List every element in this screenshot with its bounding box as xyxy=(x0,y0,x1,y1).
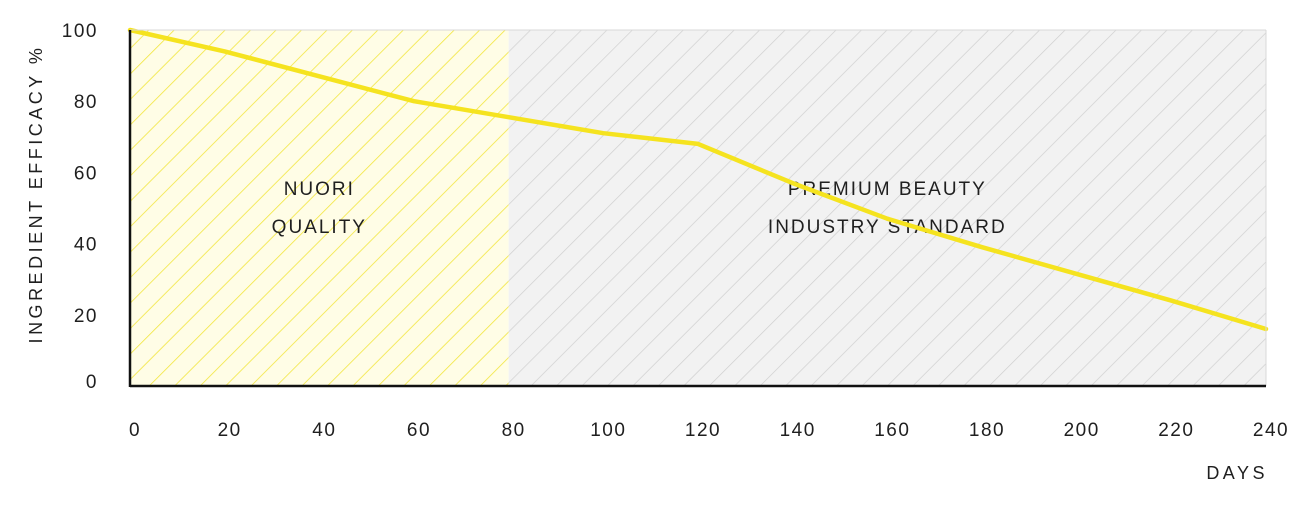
x-tick-label-0: 0 xyxy=(129,420,141,441)
y-tick-label-80: 80 xyxy=(74,92,98,113)
x-tick-label-160: 160 xyxy=(874,420,910,441)
region-label-0-line-0: NUORI xyxy=(284,179,355,200)
x-axis-title: DAYS xyxy=(1206,463,1268,483)
x-tick-label-220: 220 xyxy=(1158,420,1194,441)
x-tick-label-120: 120 xyxy=(685,420,721,441)
region-hatch-1 xyxy=(508,30,1267,386)
x-tick-label-180: 180 xyxy=(969,420,1005,441)
x-tick-label-40: 40 xyxy=(312,420,336,441)
y-tick-label-0: 0 xyxy=(86,372,98,393)
x-tick-label-240: 240 xyxy=(1253,420,1289,441)
region-label-1-line-0: PREMIUM BEAUTY xyxy=(788,179,987,200)
y-tick-label-20: 20 xyxy=(74,306,98,327)
y-tick-label-100: 100 xyxy=(62,21,98,42)
x-tick-label-200: 200 xyxy=(1064,420,1100,441)
x-tick-label-60: 60 xyxy=(407,420,431,441)
y-tick-label-40: 40 xyxy=(74,235,98,256)
region-label-0-line-1: QUALITY xyxy=(272,217,367,238)
x-tick-label-140: 140 xyxy=(780,420,816,441)
y-tick-label-60: 60 xyxy=(74,163,98,184)
y-axis-title: INGREDIENT EFFICACY % xyxy=(26,45,46,344)
x-tick-label-100: 100 xyxy=(590,420,626,441)
x-tick-label-20: 20 xyxy=(218,420,242,441)
region-label-1-line-1: INDUSTRY STANDARD xyxy=(768,217,1007,238)
region-hatch-0 xyxy=(130,30,509,386)
x-tick-label-80: 80 xyxy=(502,420,526,441)
